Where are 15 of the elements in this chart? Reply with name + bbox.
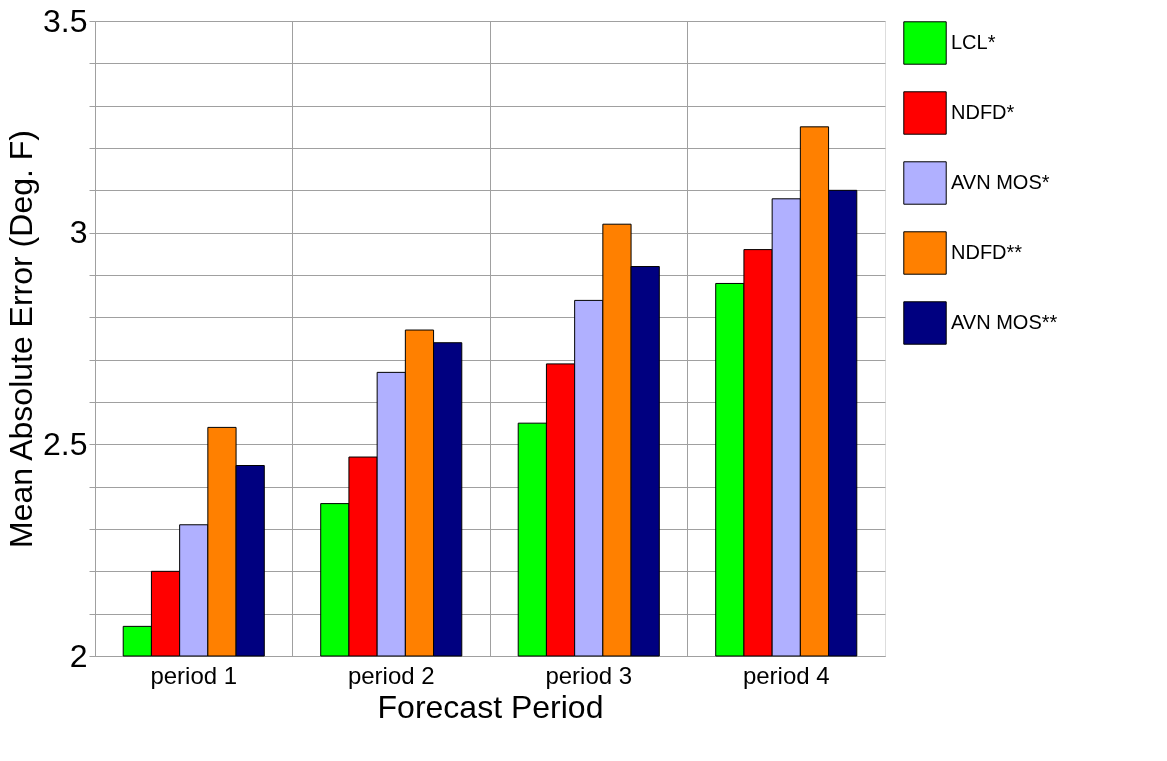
x-tick-label: period 3 xyxy=(545,661,633,689)
x-tick-label: period 2 xyxy=(347,661,435,689)
y-tick-label: 3 xyxy=(69,214,88,251)
legend-label: NDFD** xyxy=(951,241,1023,263)
legend-label: AVN MOS** xyxy=(951,311,1058,333)
x-tick-label: period 4 xyxy=(742,661,830,689)
legend-label: NDFD* xyxy=(951,101,1015,123)
legend-label: LCL* xyxy=(951,31,996,53)
y-tick-label: 3.5 xyxy=(43,2,88,39)
x-tick-label: period 1 xyxy=(150,661,238,689)
y-axis-title: Mean Absolute Error (Deg. F) xyxy=(3,130,40,548)
y-tick-label: 2 xyxy=(69,637,88,674)
y-tick-label: 2.5 xyxy=(43,425,88,462)
x-axis-title: Forecast Period xyxy=(377,688,604,725)
legend-label: AVN MOS* xyxy=(951,171,1050,193)
